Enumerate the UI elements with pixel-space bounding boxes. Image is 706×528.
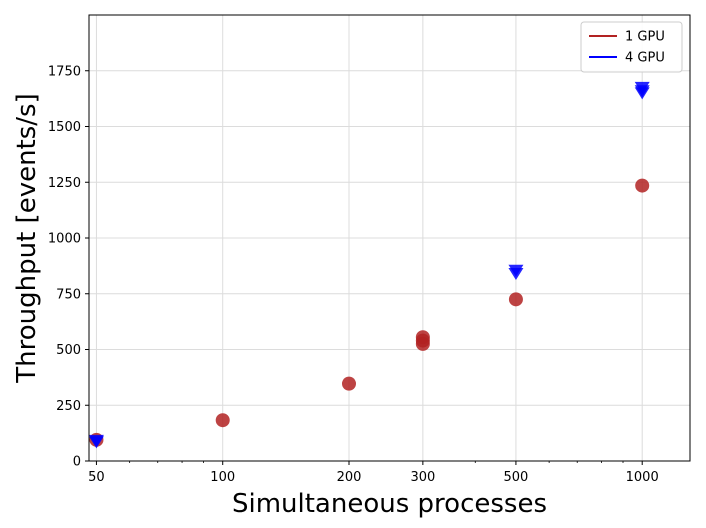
legend: 1 GPU 4 GPU bbox=[580, 21, 683, 73]
y-tick-label: 250 bbox=[56, 399, 81, 414]
legend-box bbox=[580, 21, 683, 73]
x-tick-label: 200 bbox=[337, 470, 362, 485]
y-tick-label: 500 bbox=[56, 343, 81, 358]
data-point-4gpu bbox=[634, 87, 650, 100]
y-tick-label: 0 bbox=[73, 455, 81, 470]
y-tick-label: 1250 bbox=[48, 176, 81, 191]
data-point-4gpu bbox=[88, 436, 104, 449]
data-point-1gpu bbox=[635, 178, 650, 193]
data-point-1gpu bbox=[341, 376, 356, 391]
data-point-1gpu bbox=[415, 336, 430, 351]
data-point-1gpu bbox=[215, 413, 230, 428]
grid bbox=[89, 15, 690, 461]
x-tick-label: 1000 bbox=[626, 470, 659, 485]
y-tick-label: 1750 bbox=[48, 64, 81, 79]
legend-label: 1 GPU bbox=[625, 30, 665, 45]
y-tick-label: 1000 bbox=[48, 232, 81, 247]
x-axis-label: Simultaneous processes bbox=[232, 489, 547, 519]
y-tick-label: 1500 bbox=[48, 120, 81, 135]
data-marks bbox=[88, 81, 650, 449]
x-tick-label: 50 bbox=[88, 470, 105, 485]
x-tick-label: 500 bbox=[504, 470, 529, 485]
y-tick-label: 750 bbox=[56, 287, 81, 302]
x-tick-label: 100 bbox=[210, 470, 235, 485]
legend-label: 4 GPU bbox=[625, 51, 665, 66]
data-point-1gpu bbox=[508, 292, 523, 307]
axis-ticks: 50 100 200 300 500 1000 0 250 500 750 1000 1250 1500… bbox=[48, 64, 659, 485]
data-point-4gpu bbox=[508, 268, 524, 281]
y-axis-label: Throughput [events/s] bbox=[12, 93, 42, 383]
x-tick-label: 300 bbox=[410, 470, 435, 485]
